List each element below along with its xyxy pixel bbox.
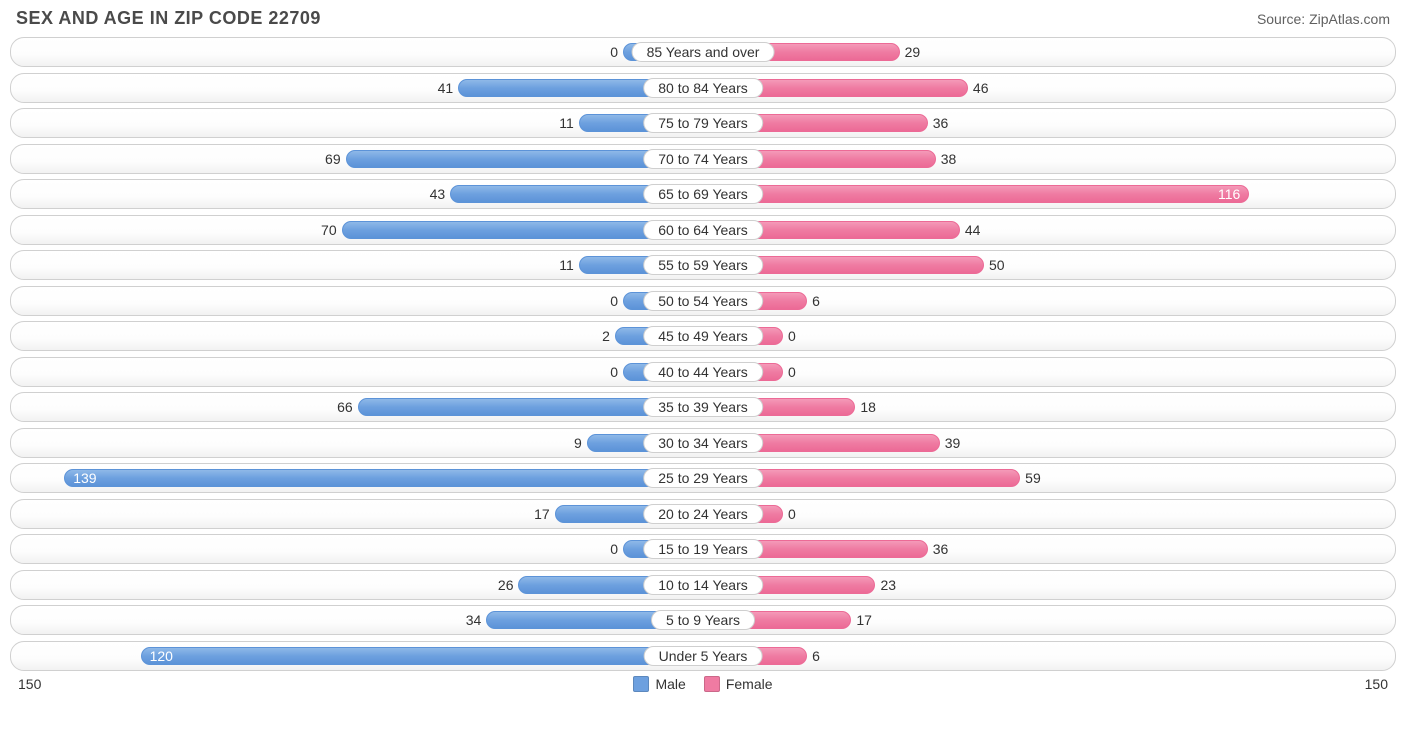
age-group-label: 65 to 69 Years [643,184,763,204]
male-value: 17 [534,506,550,522]
female-value: 0 [788,364,796,380]
male-value: 120 [150,648,173,664]
male-value: 0 [610,44,618,60]
pyramid-row: 66 18 35 to 39 Years [10,392,1396,422]
female-value: 59 [1025,470,1041,486]
age-group-label: 30 to 34 Years [643,433,763,453]
female-value: 36 [933,115,949,131]
pyramid-row: 11 50 55 to 59 Years [10,250,1396,280]
pyramid-row: 2 0 45 to 49 Years [10,321,1396,351]
female-value: 23 [880,577,896,593]
male-value: 34 [466,612,482,628]
pyramid-row: 69 38 70 to 74 Years [10,144,1396,174]
male-value: 139 [73,470,96,486]
male-bar: 120 [141,647,703,665]
legend-label-male: Male [655,676,685,692]
age-group-label: 45 to 49 Years [643,326,763,346]
pyramid-row: 0 0 40 to 44 Years [10,357,1396,387]
pyramid-row: 0 36 15 to 19 Years [10,534,1396,564]
pyramid-row: 139 59 25 to 29 Years [10,463,1396,493]
male-value: 2 [602,328,610,344]
population-pyramid-chart: 02985 Years and over414680 to 84 Years11… [10,37,1396,671]
male-value: 11 [559,115,574,131]
male-value: 69 [325,151,341,167]
pyramid-row: 0 6 50 to 54 Years [10,286,1396,316]
male-value: 0 [610,364,618,380]
male-value: 11 [559,257,574,273]
female-bar: 116 [703,185,1249,203]
legend-item-male: Male [633,676,685,692]
age-group-label: 40 to 44 Years [643,362,763,382]
age-group-label: 55 to 59 Years [643,255,763,275]
pyramid-row: 41 46 80 to 84 Years [10,73,1396,103]
age-group-label: 60 to 64 Years [643,220,763,240]
male-swatch-icon [633,676,649,692]
female-value: 0 [788,506,796,522]
pyramid-row: 43 116 65 to 69 Years [10,179,1396,209]
pyramid-row: 0 29 85 Years and over [10,37,1396,67]
pyramid-row: 120 6 Under 5 Years [10,641,1396,671]
female-value: 50 [989,257,1005,273]
female-value: 29 [905,44,921,60]
age-group-label: 20 to 24 Years [643,504,763,524]
female-value: 18 [860,399,876,415]
male-value: 70 [321,222,337,238]
pyramid-row: 11 36 75 to 79 Years [10,108,1396,138]
male-value: 66 [337,399,353,415]
female-value: 39 [945,435,961,451]
male-value: 43 [430,186,446,202]
male-value: 0 [610,541,618,557]
pyramid-row: 34 17 5 to 9 Years [10,605,1396,635]
male-value: 0 [610,293,618,309]
male-bar: 139 [64,469,703,487]
age-group-label: 10 to 14 Years [643,575,763,595]
pyramid-row: 26 23 10 to 14 Years [10,570,1396,600]
chart-title: SEX AND AGE IN ZIP CODE 22709 [16,8,321,29]
pyramid-row: 70 44 60 to 64 Years [10,215,1396,245]
pyramid-row: 9 39 30 to 34 Years [10,428,1396,458]
age-group-label: 85 Years and over [632,42,775,62]
age-group-label: 75 to 79 Years [643,113,763,133]
pyramid-row: 17 0 20 to 24 Years [10,499,1396,529]
female-value: 6 [812,648,820,664]
male-value: 26 [498,577,514,593]
age-group-label: 5 to 9 Years [651,610,755,630]
male-value: 9 [574,435,582,451]
female-value: 44 [965,222,981,238]
age-group-label: 15 to 19 Years [643,539,763,559]
axis-max-left: 150 [18,676,41,692]
age-group-label: 70 to 74 Years [643,149,763,169]
age-group-label: Under 5 Years [644,646,763,666]
age-group-label: 50 to 54 Years [643,291,763,311]
axis-max-right: 150 [1365,676,1388,692]
age-group-label: 35 to 39 Years [643,397,763,417]
female-value: 116 [1218,186,1240,202]
female-value: 17 [856,612,872,628]
chart-source: Source: ZipAtlas.com [1257,11,1390,27]
female-value: 38 [941,151,957,167]
chart-header: SEX AND AGE IN ZIP CODE 22709 Source: Zi… [10,6,1396,37]
age-group-label: 25 to 29 Years [643,468,763,488]
legend-item-female: Female [704,676,773,692]
female-swatch-icon [704,676,720,692]
chart-footer: 150 Male Female 150 [10,676,1396,692]
legend: Male Female [633,676,772,692]
age-group-label: 80 to 84 Years [643,78,763,98]
female-value: 0 [788,328,796,344]
female-value: 46 [973,80,989,96]
male-value: 41 [438,80,454,96]
female-value: 36 [933,541,949,557]
female-value: 6 [812,293,820,309]
legend-label-female: Female [726,676,773,692]
